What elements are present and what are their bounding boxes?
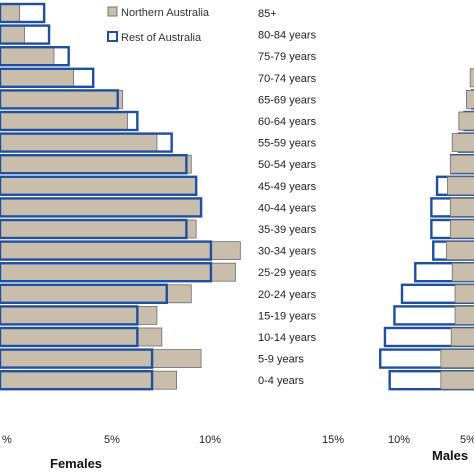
males-northern-bar xyxy=(450,327,474,347)
females-northern-bar xyxy=(0,305,158,325)
females-rest-bar xyxy=(0,132,173,153)
age-label: 20-24 years xyxy=(258,289,317,301)
females-northern-bar xyxy=(0,219,197,239)
females-rest-bar xyxy=(0,240,213,261)
legend: Northern Australia Rest of Australia xyxy=(107,6,210,44)
females-northern-bar xyxy=(0,133,158,153)
legend-swatch-northern-australia xyxy=(107,6,118,17)
females-tick-label: 10% xyxy=(199,434,221,446)
age-label: 80-84 years xyxy=(258,30,317,42)
females-bars xyxy=(0,2,241,391)
females-northern-bar xyxy=(0,25,25,45)
age-label: 0-4 years xyxy=(258,375,304,387)
females-tick-label: % xyxy=(2,434,12,446)
legend-label-northern-australia: Northern Australia xyxy=(121,7,210,19)
females-northern-bar xyxy=(0,90,124,109)
females-northern-bar xyxy=(0,370,177,390)
males-rest-bar xyxy=(393,305,474,326)
age-label: 50-54 years xyxy=(258,159,317,171)
age-label: 30-34 years xyxy=(258,246,317,258)
age-label: 35-39 years xyxy=(258,224,317,236)
females-rest-bar xyxy=(0,197,203,218)
legend-label-rest-of-australia: Rest of Australia xyxy=(121,32,202,44)
males-northern-bar xyxy=(466,90,474,109)
females-tick-label: 5% xyxy=(104,434,120,446)
males-northern-bar xyxy=(469,68,474,88)
females-rest-bar xyxy=(0,348,154,369)
males-tick-label: 5% xyxy=(460,434,474,446)
females-rest-bar xyxy=(0,46,70,67)
age-label: 40-44 years xyxy=(258,202,317,214)
males-northern-bar xyxy=(454,284,474,304)
females-rest-bar xyxy=(0,370,154,391)
males-northern-bar xyxy=(449,154,474,174)
females-northern-bar xyxy=(0,111,128,131)
males-northern-bar xyxy=(440,349,474,369)
females-rest-bar xyxy=(0,218,188,240)
females-northern-bar xyxy=(0,176,197,196)
males-northern-bar xyxy=(458,111,474,131)
age-label: 55-59 years xyxy=(258,138,317,150)
age-label: 25-29 years xyxy=(258,267,317,279)
legend-swatch-rest-of-australia xyxy=(107,31,118,42)
males-section-label: Males xyxy=(432,448,468,463)
males-tick-label: 15% xyxy=(322,434,344,446)
age-label: 65-69 years xyxy=(258,94,317,106)
age-label: 70-74 years xyxy=(258,73,317,85)
females-northern-bar xyxy=(0,68,74,88)
axis-ticks: % 5% 10% 15% 10% 5% xyxy=(2,434,474,446)
males-northern-bar xyxy=(454,305,474,325)
males-northern-bar xyxy=(451,133,474,153)
females-northern-bar xyxy=(0,284,192,304)
males-northern-bar xyxy=(446,241,474,261)
males-bars xyxy=(379,68,474,391)
age-label: 5-9 years xyxy=(258,354,304,366)
females-rest-bar xyxy=(0,175,198,197)
females-northern-bar xyxy=(0,154,192,174)
females-rest-bar xyxy=(0,262,213,283)
age-labels: 0-4 years 5-9 years 10-14 years 15-19 years… xyxy=(258,8,317,387)
females-northern-bar xyxy=(0,197,202,217)
males-northern-bar xyxy=(449,197,474,217)
females-northern-bar xyxy=(0,3,21,23)
age-label: 45-49 years xyxy=(258,181,317,193)
females-rest-bar xyxy=(0,283,168,304)
females-northern-bar xyxy=(0,241,241,261)
females-rest-bar xyxy=(0,89,119,110)
age-label: 85+ xyxy=(258,8,277,20)
age-label: 10-14 years xyxy=(258,332,317,344)
females-rest-bar xyxy=(0,2,46,24)
age-label: 15-19 years xyxy=(258,310,317,322)
females-northern-bar xyxy=(0,262,236,282)
females-rest-bar xyxy=(0,326,139,348)
females-rest-bar xyxy=(0,110,139,132)
age-label: 60-64 years xyxy=(258,116,317,128)
females-section-label: Females xyxy=(50,456,102,471)
females-rest-bar xyxy=(0,305,139,326)
males-tick-label: 10% xyxy=(388,434,410,446)
females-rest-bar xyxy=(0,67,95,89)
males-northern-bar xyxy=(440,370,474,390)
males-northern-bar xyxy=(449,219,474,239)
females-northern-bar xyxy=(0,46,55,66)
females-rest-bar xyxy=(0,24,51,45)
age-label: 75-79 years xyxy=(258,51,317,63)
females-northern-bar xyxy=(0,349,202,369)
males-northern-bar xyxy=(451,262,474,282)
males-northern-bar xyxy=(447,176,474,196)
females-rest-bar xyxy=(0,153,188,175)
